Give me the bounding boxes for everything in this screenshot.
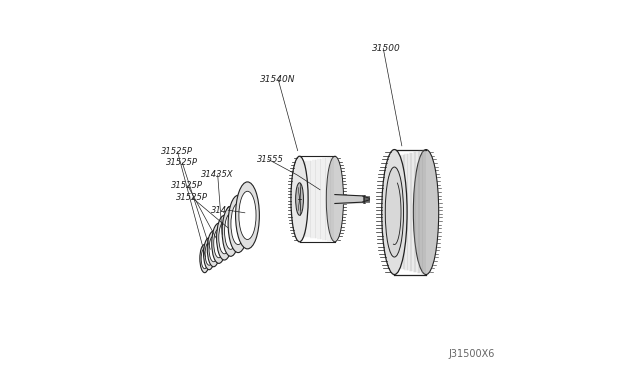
Ellipse shape xyxy=(222,206,239,256)
Ellipse shape xyxy=(225,214,237,249)
Text: 31525P: 31525P xyxy=(166,158,198,167)
Ellipse shape xyxy=(204,238,215,270)
Text: 31555: 31555 xyxy=(257,155,284,164)
Ellipse shape xyxy=(201,248,208,269)
Ellipse shape xyxy=(381,150,407,275)
Ellipse shape xyxy=(291,156,308,242)
Ellipse shape xyxy=(239,191,256,240)
Ellipse shape xyxy=(236,182,259,249)
Text: 31500: 31500 xyxy=(372,44,401,53)
Ellipse shape xyxy=(214,229,224,258)
Text: 31540N: 31540N xyxy=(260,76,296,84)
Text: 31525P: 31525P xyxy=(172,182,203,190)
Text: 31407N: 31407N xyxy=(211,206,244,215)
Text: 31435X: 31435X xyxy=(201,170,234,179)
Text: J31500X6: J31500X6 xyxy=(449,349,495,359)
Ellipse shape xyxy=(413,150,438,275)
Ellipse shape xyxy=(212,223,226,263)
Ellipse shape xyxy=(216,215,232,260)
Ellipse shape xyxy=(231,203,245,244)
Text: 31525P: 31525P xyxy=(161,147,193,156)
Ellipse shape xyxy=(326,156,344,242)
Ellipse shape xyxy=(209,236,218,262)
Ellipse shape xyxy=(296,183,303,215)
Ellipse shape xyxy=(385,167,404,257)
Ellipse shape xyxy=(207,231,220,267)
Ellipse shape xyxy=(205,242,213,265)
Ellipse shape xyxy=(219,222,230,254)
Text: 31525P: 31525P xyxy=(175,193,207,202)
Ellipse shape xyxy=(228,195,248,253)
Ellipse shape xyxy=(200,244,209,273)
